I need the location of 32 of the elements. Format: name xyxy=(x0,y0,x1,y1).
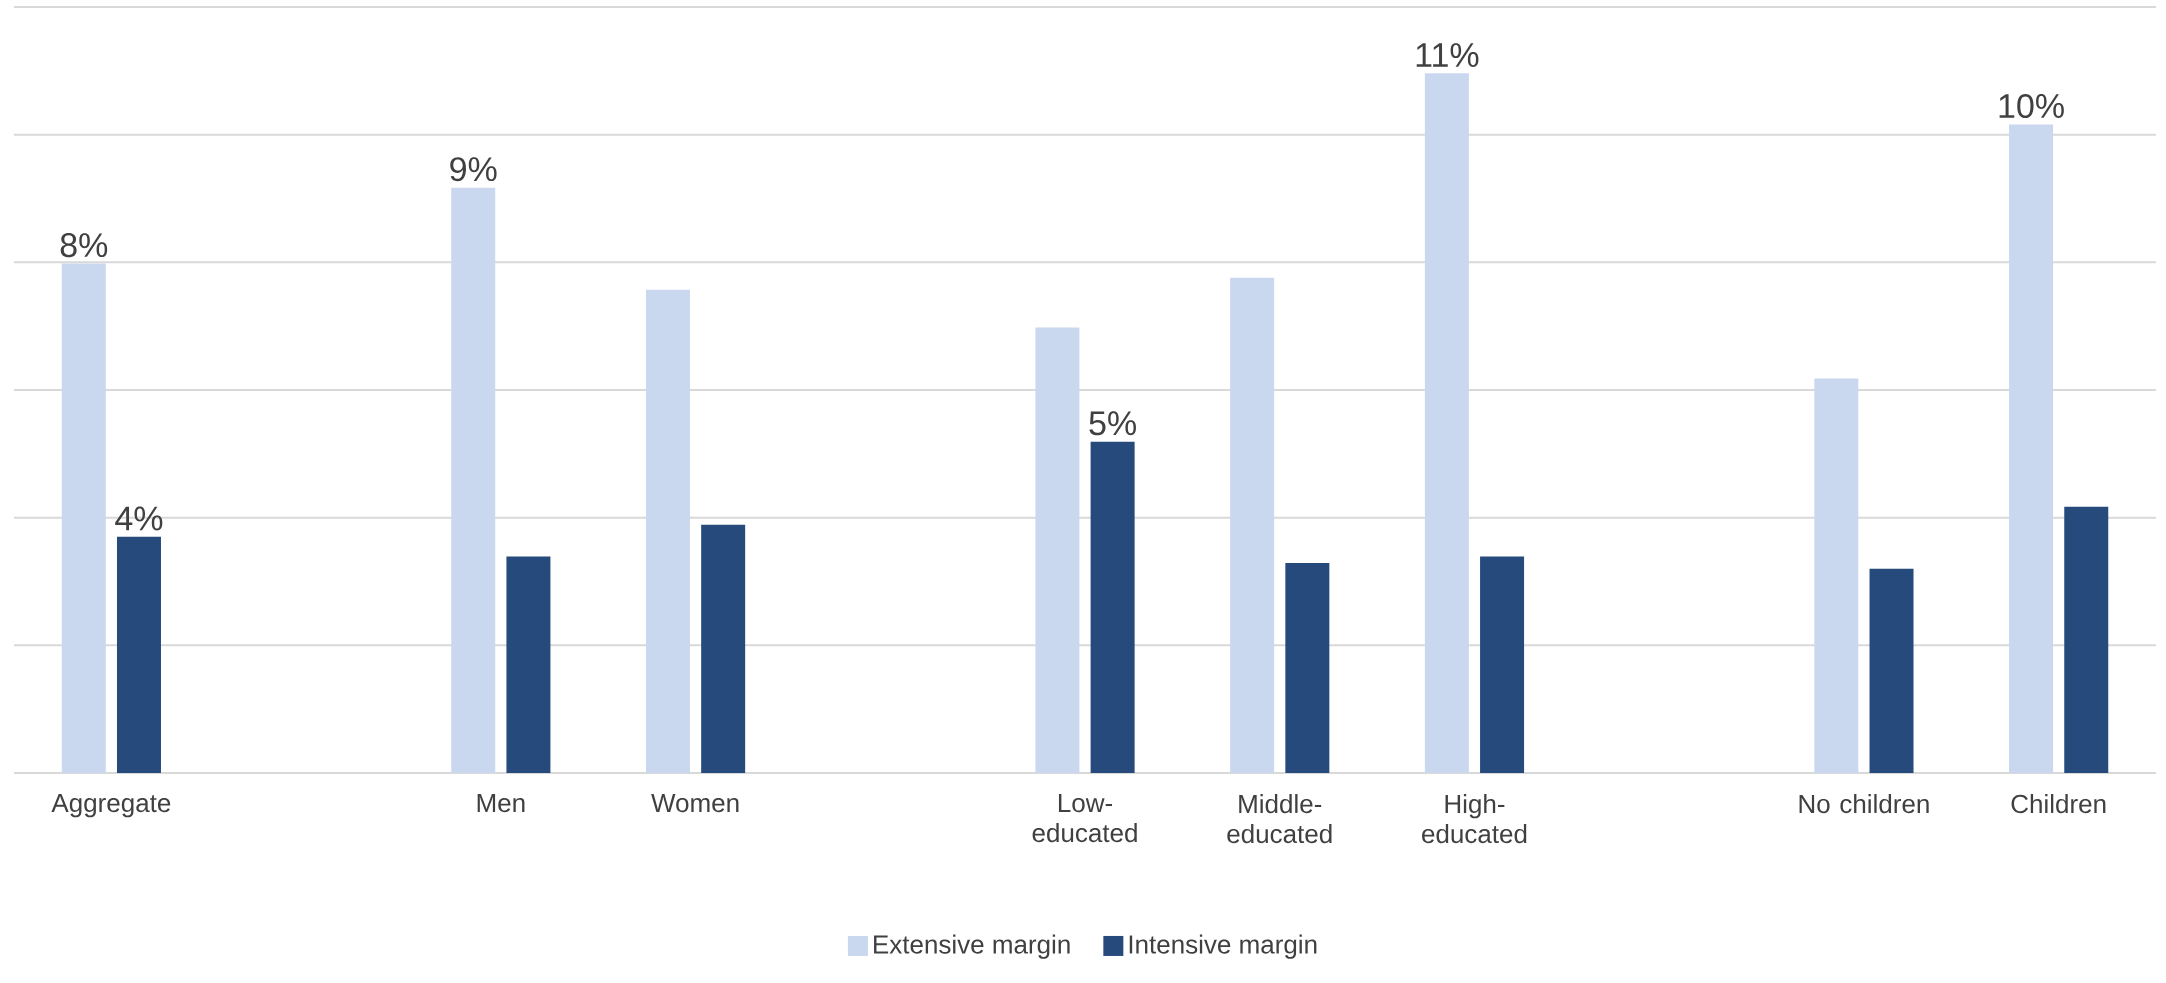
x-tick-label: Middle-educated xyxy=(1227,794,1332,844)
bar xyxy=(1814,378,1859,773)
bar xyxy=(645,289,690,773)
bar xyxy=(1869,568,1914,773)
x-tick-label: Low-educated xyxy=(1032,794,1137,843)
bar xyxy=(2009,124,2054,773)
bar xyxy=(1090,441,1135,773)
bar xyxy=(701,524,746,773)
bar xyxy=(116,536,161,773)
data-label: 8% xyxy=(60,233,108,258)
data-label: 11% xyxy=(1416,43,1479,67)
legend-label: Extensive margin xyxy=(874,934,1070,959)
bar xyxy=(506,556,551,773)
x-tick-label: Women xyxy=(651,794,739,813)
bar xyxy=(1480,556,1525,773)
data-label: 5% xyxy=(1089,411,1136,436)
x-tick-label: Men xyxy=(477,794,525,813)
legend-label: Intensive margin xyxy=(1129,934,1317,959)
bar xyxy=(2064,506,2109,773)
bar xyxy=(1230,277,1275,773)
x-tick-label: No children xyxy=(1799,794,1929,814)
x-tick-label: High-educated xyxy=(1422,794,1527,844)
bar xyxy=(1285,562,1330,773)
bar xyxy=(1424,73,1469,773)
bar xyxy=(1035,327,1080,773)
bar xyxy=(451,187,496,773)
data-label: 10% xyxy=(1999,93,2064,119)
data-label: 9% xyxy=(450,157,497,182)
data-label: 4% xyxy=(115,506,163,531)
x-tick-label: Children xyxy=(2011,794,2106,814)
x-tick-label: Aggregate xyxy=(51,794,171,818)
bar xyxy=(61,263,106,773)
